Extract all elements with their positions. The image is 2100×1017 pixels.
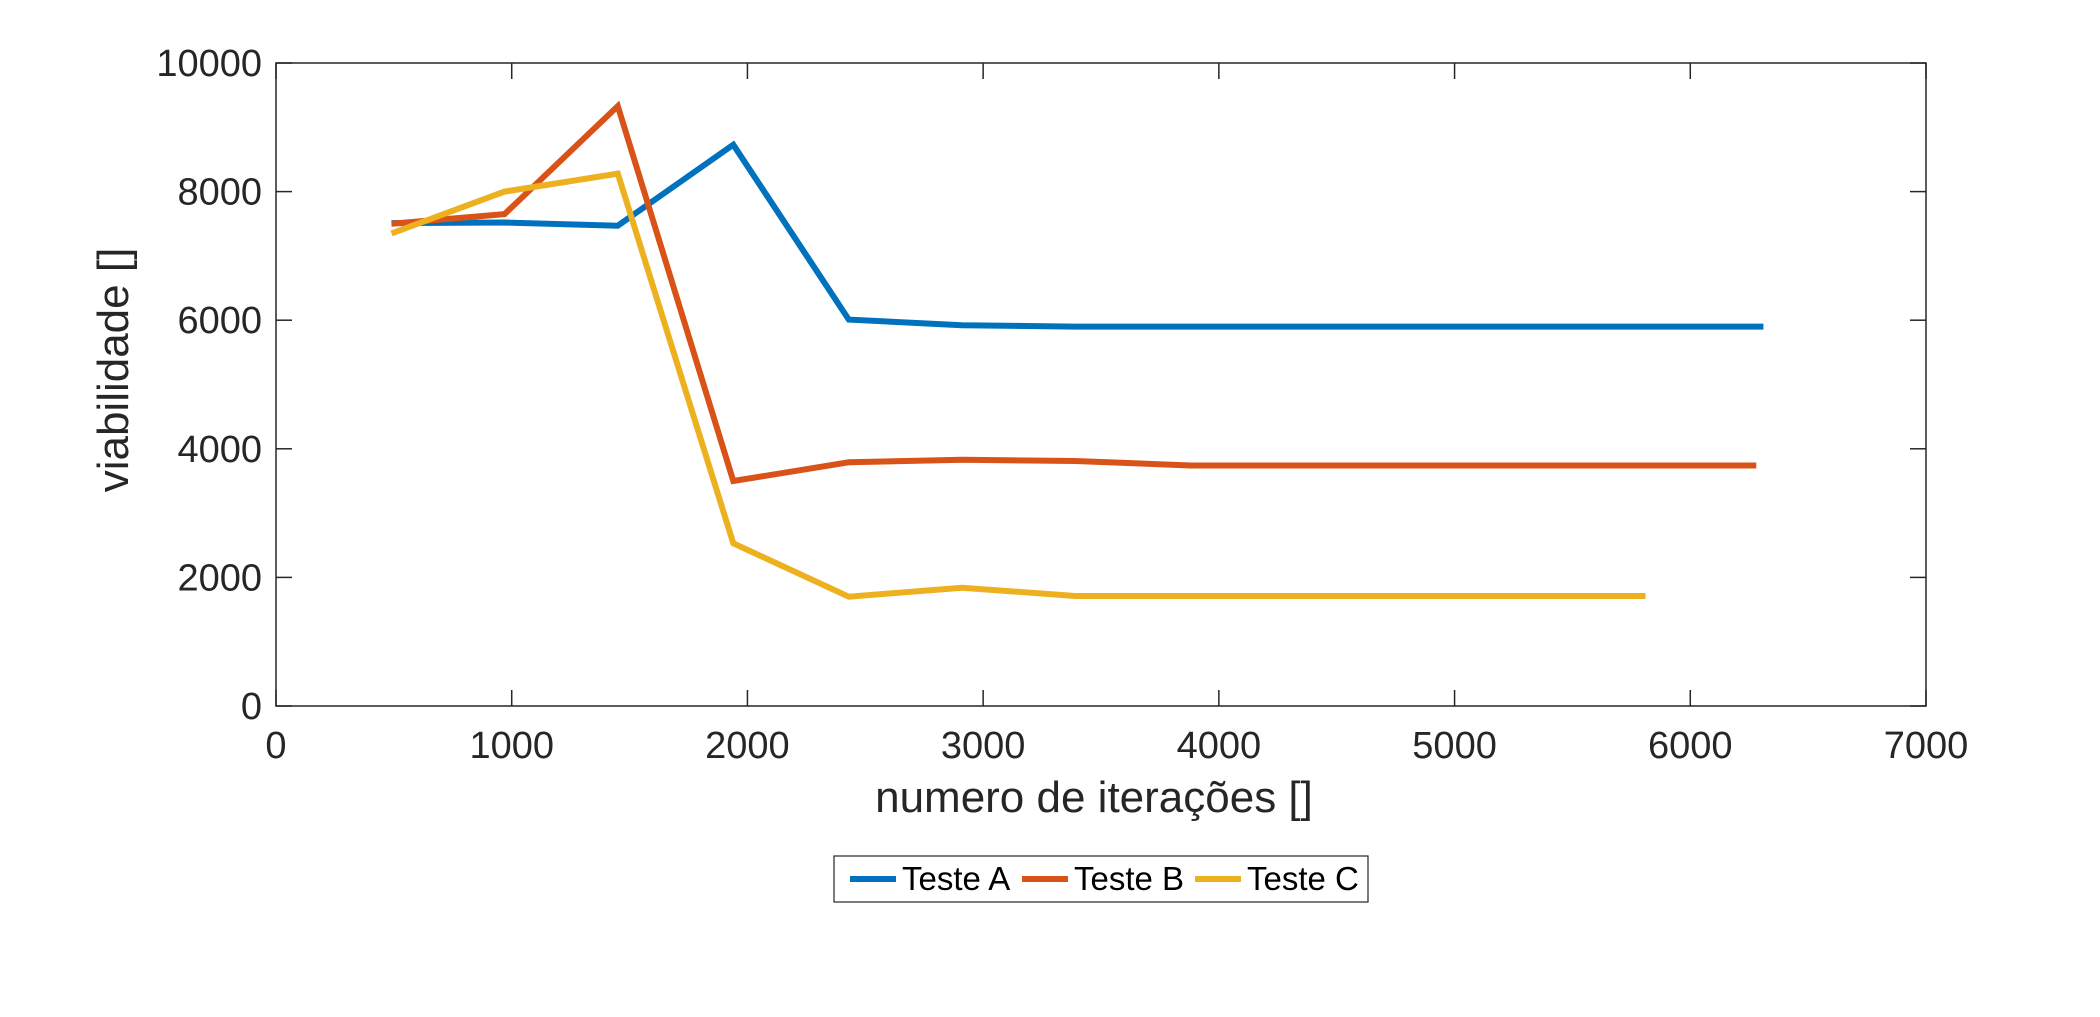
x-tick-label: 1000 bbox=[469, 725, 554, 767]
legend-label-2: Teste B bbox=[1074, 860, 1184, 897]
x-tick-label: 6000 bbox=[1648, 725, 1733, 767]
legend-box bbox=[833, 855, 1369, 903]
y-tick-label: 10000 bbox=[156, 43, 262, 85]
legend-label-1: Teste A bbox=[902, 860, 1010, 897]
plot-area bbox=[390, 100, 1764, 600]
legend[interactable]: Teste A Teste B Teste C bbox=[833, 855, 1369, 903]
y-tick-label: 2000 bbox=[177, 557, 262, 599]
x-tick-label: 2000 bbox=[705, 725, 790, 767]
x-axis-label: numero de iterações [] bbox=[875, 773, 1313, 822]
x-tick-label: 7000 bbox=[1884, 725, 1969, 767]
axes-box bbox=[275, 62, 1927, 707]
series-line-3 bbox=[390, 170, 1646, 600]
y-tick-label: 4000 bbox=[177, 429, 262, 471]
x-tick-label: 0 bbox=[265, 725, 286, 767]
y-tick-label: 6000 bbox=[177, 300, 262, 342]
legend-label-3: Teste C bbox=[1247, 860, 1359, 897]
series-line-2 bbox=[391, 100, 1757, 485]
y-tick-label: 8000 bbox=[177, 172, 262, 214]
y-tick-label: 0 bbox=[241, 686, 262, 728]
x-tick-label: 3000 bbox=[941, 725, 1026, 767]
y-axis-label: viabilidade [] bbox=[89, 248, 138, 493]
axes: 0 1000 2000 3000 4000 5000 6000 7000 0 2000 4000 60… bbox=[156, 43, 1968, 767]
series-line-1 bbox=[391, 140, 1764, 330]
x-tick-label: 5000 bbox=[1412, 725, 1497, 767]
x-tick-label: 4000 bbox=[1177, 725, 1262, 767]
